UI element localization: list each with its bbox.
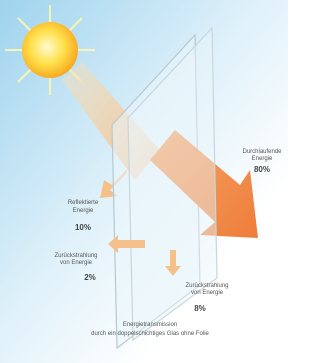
label-line: Energie: [73, 208, 94, 214]
label-line: Zurückstrahlung: [185, 283, 228, 289]
label-value: 2%: [84, 273, 96, 282]
caption-line: durch ein doppelschichtiges Glas ohne Fo…: [91, 331, 209, 337]
label-line: von Energie: [60, 260, 93, 266]
label-line: von Energie: [191, 290, 224, 296]
page: Durchlaufende Energie 80% Reflektierte E…: [0, 0, 288, 363]
label-line: Zurückstrahlung: [54, 253, 97, 259]
diagram: Durchlaufende Energie 80% Reflektierte E…: [0, 0, 288, 363]
label-line: Durchlaufende: [242, 149, 282, 155]
label-line: Reflektierte: [68, 200, 99, 206]
label-value: 10%: [75, 223, 91, 232]
label-value: 80%: [254, 165, 270, 174]
sun: [22, 22, 78, 78]
label-value: 8%: [194, 304, 206, 313]
caption-line: Energietransmission: [123, 322, 177, 328]
label-line: Energie: [252, 156, 273, 162]
